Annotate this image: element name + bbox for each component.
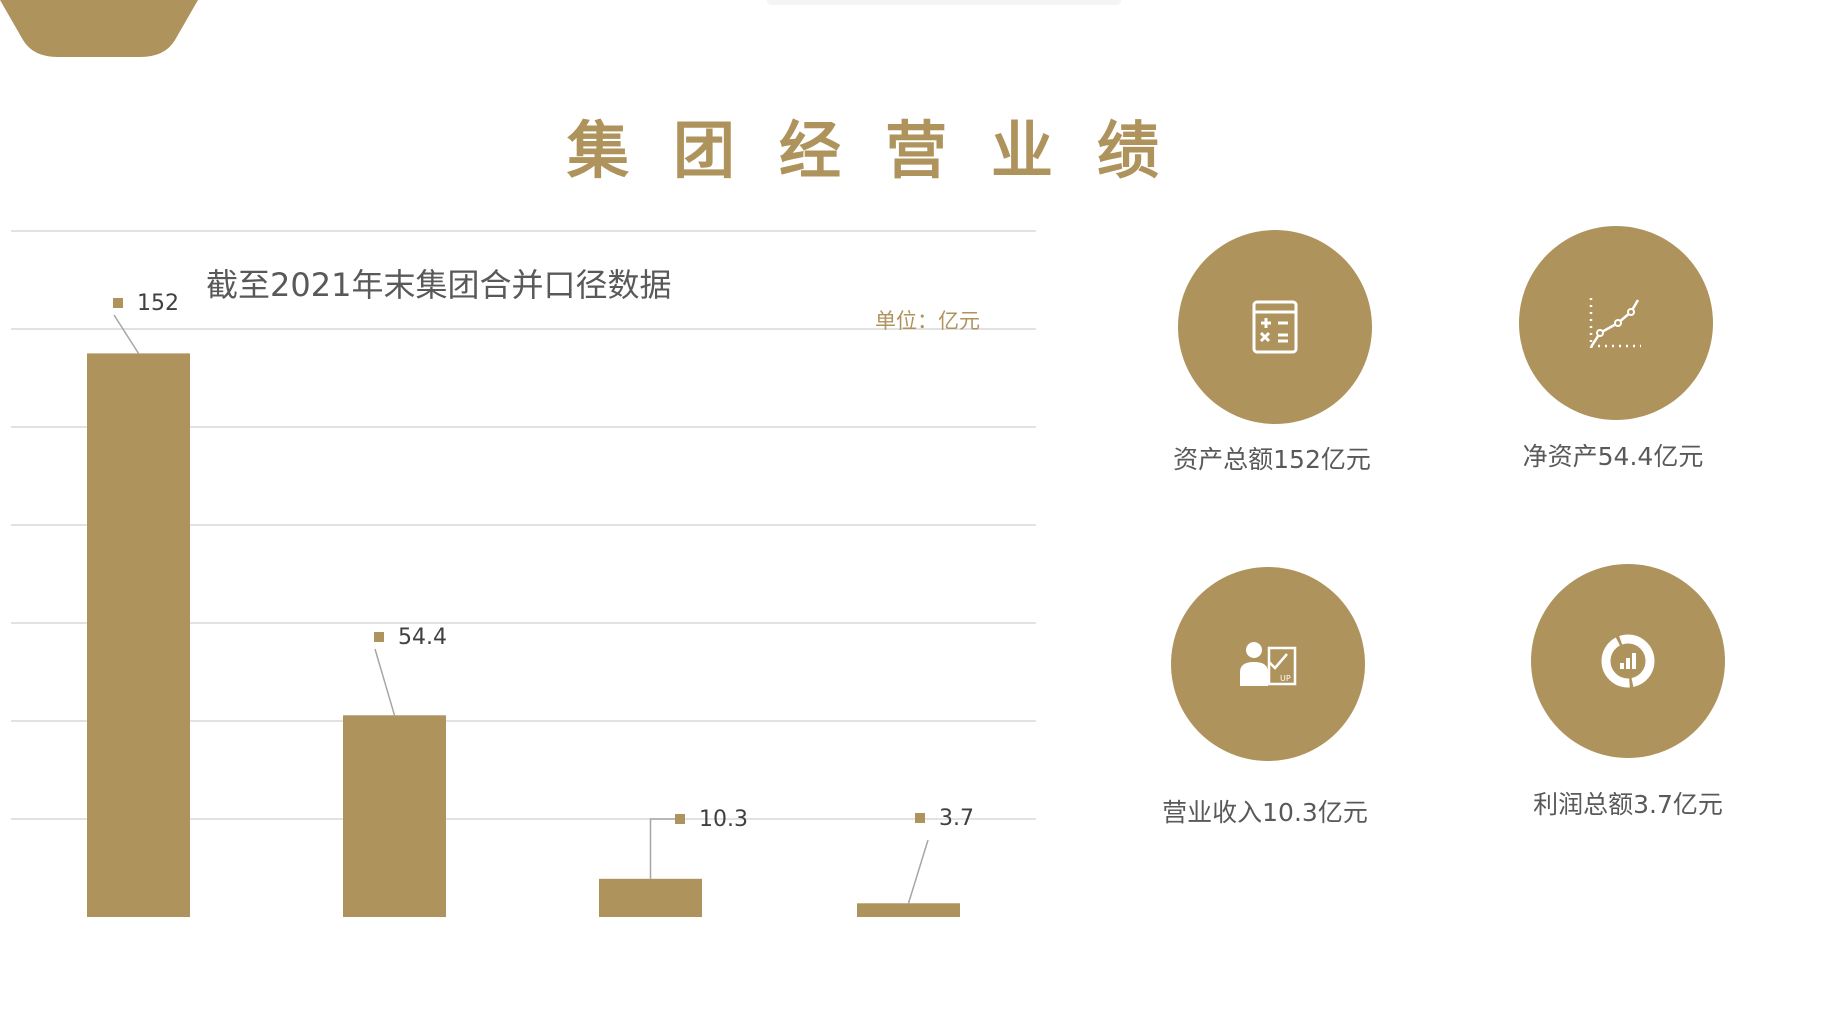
metric-label-total-assets: 资产总额152亿元 <box>1173 445 1371 474</box>
data-label: 54.4 <box>398 625 447 650</box>
bar-0 <box>87 353 190 917</box>
corner-decoration <box>0 0 198 57</box>
top-tab-decoration <box>767 0 1121 5</box>
leader-line <box>113 314 140 354</box>
leader-line <box>907 839 929 904</box>
leader-line <box>649 818 676 879</box>
data-label-marker <box>915 813 925 823</box>
data-label: 152 <box>137 291 179 316</box>
metric-label-profit: 利润总额3.7亿元 <box>1533 790 1723 819</box>
metric-label-net-assets: 净资产54.4亿元 <box>1522 442 1704 471</box>
calculator-icon <box>1252 300 1298 354</box>
data-label-marker <box>113 298 123 308</box>
metric-circle-net-assets <box>1519 226 1713 420</box>
bar-1 <box>343 715 446 917</box>
bar-2 <box>599 878 702 917</box>
donut-chart-icon <box>1601 634 1655 688</box>
metric-circle-revenue: UP <box>1171 567 1365 761</box>
data-label-marker <box>374 632 384 642</box>
data-label-marker <box>675 814 685 824</box>
leader-line <box>374 648 396 716</box>
data-label: 10.3 <box>699 807 748 832</box>
bar-3 <box>857 903 960 917</box>
presenter-up-icon: UP <box>1240 642 1297 686</box>
metric-label-revenue: 营业收入10.3亿元 <box>1162 798 1368 827</box>
line-chart-icon <box>1589 298 1641 348</box>
svg-text:UP: UP <box>1280 674 1291 683</box>
metric-circle-total-assets <box>1178 230 1372 424</box>
data-label: 3.7 <box>939 806 974 831</box>
unit-label: 单位：亿元 <box>875 309 980 333</box>
chart-title: 截至2021年末集团合并口径数据 <box>206 266 671 304</box>
metric-circle-profit <box>1531 564 1725 758</box>
page-title: 集团经营业绩 <box>566 114 1203 187</box>
